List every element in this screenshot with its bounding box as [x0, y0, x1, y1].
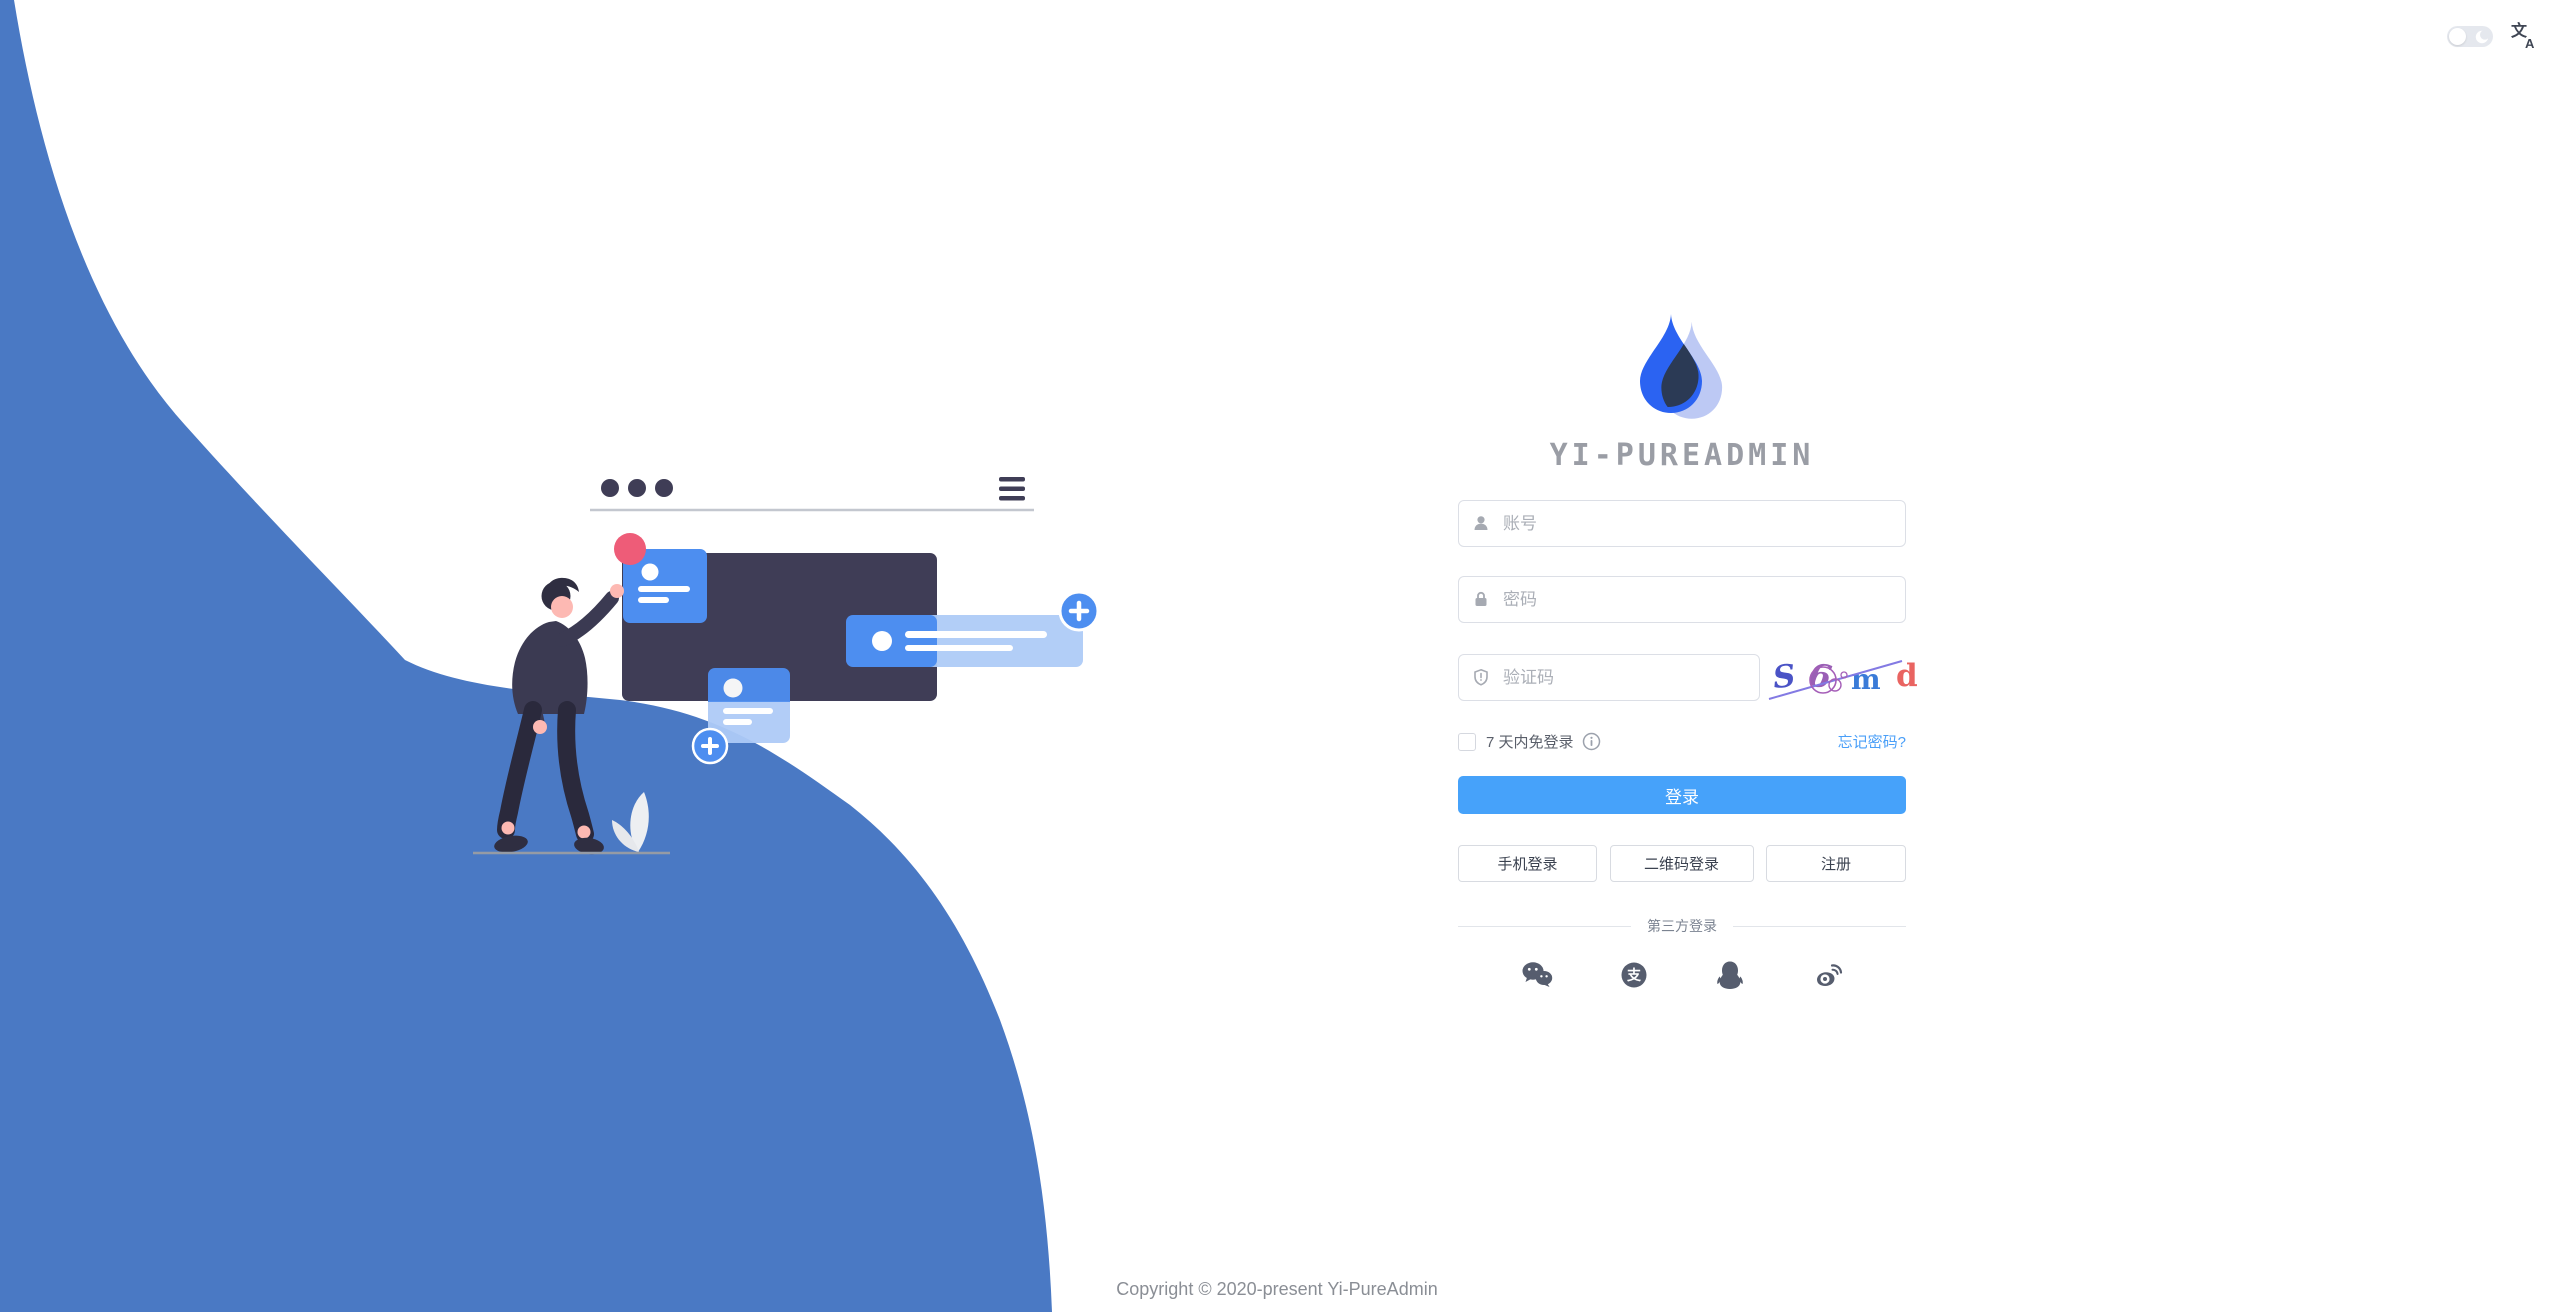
remember-label: 7 天内免登录	[1486, 734, 1574, 751]
account-field-wrap	[1458, 500, 1906, 547]
language-a-glyph: A	[2525, 36, 2535, 51]
captcha-image[interactable]: S 6 m d	[1765, 654, 1918, 701]
toggle-knob-icon	[2449, 28, 2466, 45]
qq-icon[interactable]	[1715, 960, 1745, 990]
app-logo-icon	[1640, 314, 1723, 419]
plus-button-icon	[691, 727, 729, 765]
divider-line	[1733, 925, 1906, 927]
pink-circle-accent	[614, 533, 646, 565]
alipay-glyph: 支	[1626, 967, 1642, 983]
moon-icon	[2475, 29, 2489, 43]
language-cn-glyph: 文	[2511, 21, 2528, 40]
login-button[interactable]: 登录	[1458, 776, 1906, 814]
password-field-wrap	[1458, 576, 1906, 623]
register-button[interactable]: 注册	[1766, 845, 1906, 882]
social-login-row: 支	[1488, 960, 1876, 990]
forgot-password-link[interactable]: 忘记密码?	[1837, 734, 1906, 751]
user-icon	[1474, 516, 1488, 530]
phone-login-button[interactable]: 手机登录	[1458, 845, 1597, 882]
background-wave	[0, 0, 1052, 1312]
theme-toggle[interactable]	[2447, 26, 2493, 47]
third-party-divider: 第三方登录	[1458, 916, 1906, 936]
wechat-icon[interactable]	[1521, 960, 1553, 990]
leaf-plant	[612, 792, 649, 852]
info-icon[interactable]	[1582, 732, 1601, 751]
illustration-list-row	[846, 615, 1083, 667]
copyright-text: Copyright © 2020-present Yi-PureAdmin	[1116, 1279, 1438, 1299]
person-figure	[494, 577, 624, 855]
divider-line	[1458, 925, 1631, 927]
remember-row: 7 天内免登录 忘记密码?	[1458, 731, 1906, 752]
account-input[interactable]	[1458, 500, 1906, 547]
captcha-field-wrap	[1458, 654, 1760, 701]
lock-icon	[1475, 591, 1487, 606]
captcha-char: d	[1896, 658, 1918, 694]
illustration-card-top	[623, 549, 707, 623]
captcha-row: S 6 m d	[1458, 654, 1918, 701]
remember-checkbox[interactable]	[1458, 732, 1476, 751]
captcha-input[interactable]	[1458, 654, 1760, 701]
page-title: YI-PUREADMIN	[1549, 438, 1815, 473]
hamburger-menu-icon	[999, 477, 1025, 501]
language-switcher-icon[interactable]: 文 A	[2509, 21, 2539, 51]
illustration-card-bottom	[708, 668, 790, 743]
plus-button-icon	[1058, 590, 1100, 632]
login-panel: YI-PUREADMIN S 6 m d	[1458, 312, 1918, 990]
browser-dots-icon	[601, 479, 673, 497]
qrcode-login-button[interactable]: 二维码登录	[1609, 845, 1754, 882]
alipay-icon[interactable]: 支	[1619, 960, 1649, 990]
shield-icon	[1474, 668, 1488, 686]
password-input[interactable]	[1458, 576, 1906, 623]
weibo-icon[interactable]	[1811, 960, 1843, 990]
captcha-noise	[1768, 660, 1903, 700]
third-party-label: 第三方登录	[1647, 918, 1717, 934]
alt-login-row: 手机登录 二维码登录 注册	[1458, 845, 1906, 882]
